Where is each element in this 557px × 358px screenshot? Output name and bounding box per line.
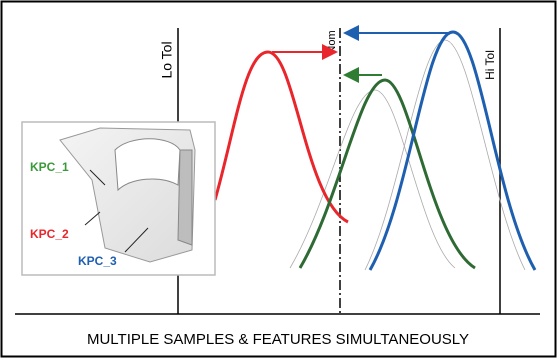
- hi-tol-label: Hi Tol: [483, 50, 497, 80]
- feature-label: KPC_1: [30, 160, 69, 174]
- nom-label: Nom: [326, 30, 338, 53]
- lo-tol-label: Lo Tol: [159, 41, 175, 78]
- part-image: [22, 122, 215, 275]
- caption: MULTIPLE SAMPLES & FEATURES SIMULTANEOUS…: [87, 331, 469, 348]
- feature-label: KPC_2: [30, 227, 69, 241]
- diagram: Lo Tol Nom Hi Tol KPC_1 KPC_2 KPC_3 MULT…: [0, 0, 557, 358]
- feature-label: KPC_3: [78, 254, 117, 268]
